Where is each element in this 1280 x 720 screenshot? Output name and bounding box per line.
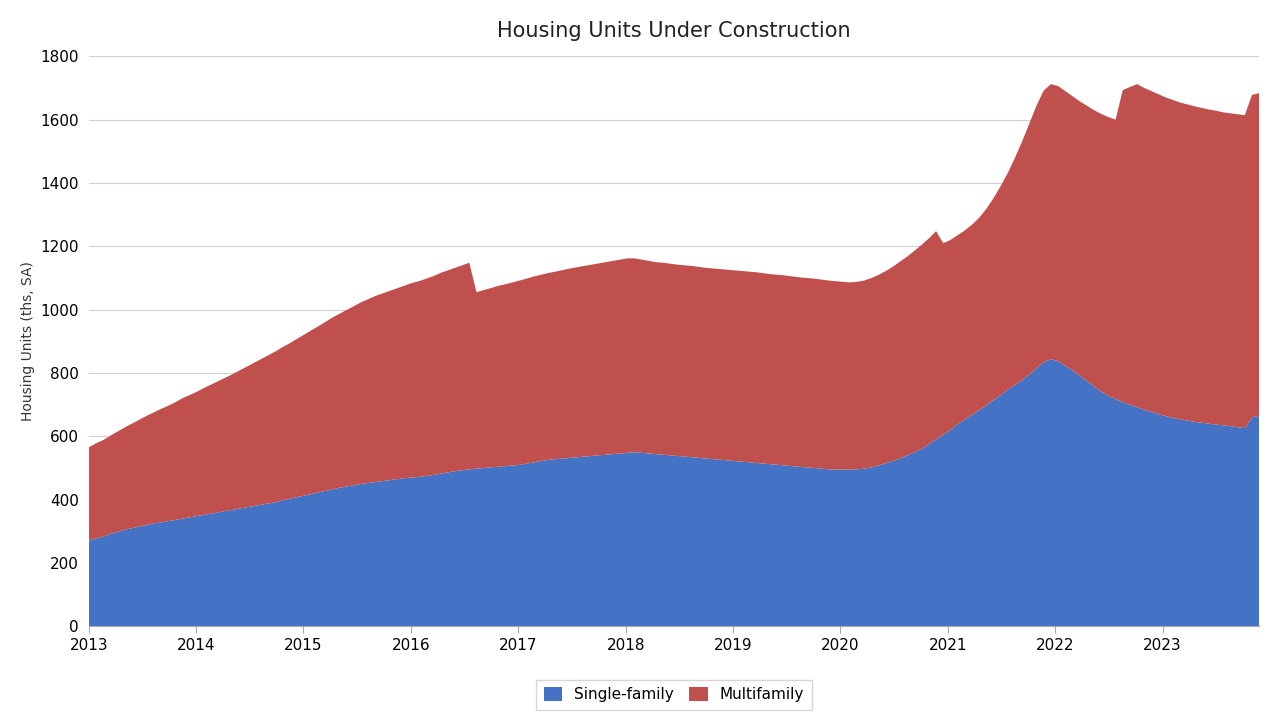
Legend: Single-family, Multifamily: Single-family, Multifamily <box>536 680 812 710</box>
Title: Housing Units Under Construction: Housing Units Under Construction <box>497 21 851 41</box>
Y-axis label: Housing Units (ths, SA): Housing Units (ths, SA) <box>20 261 35 421</box>
